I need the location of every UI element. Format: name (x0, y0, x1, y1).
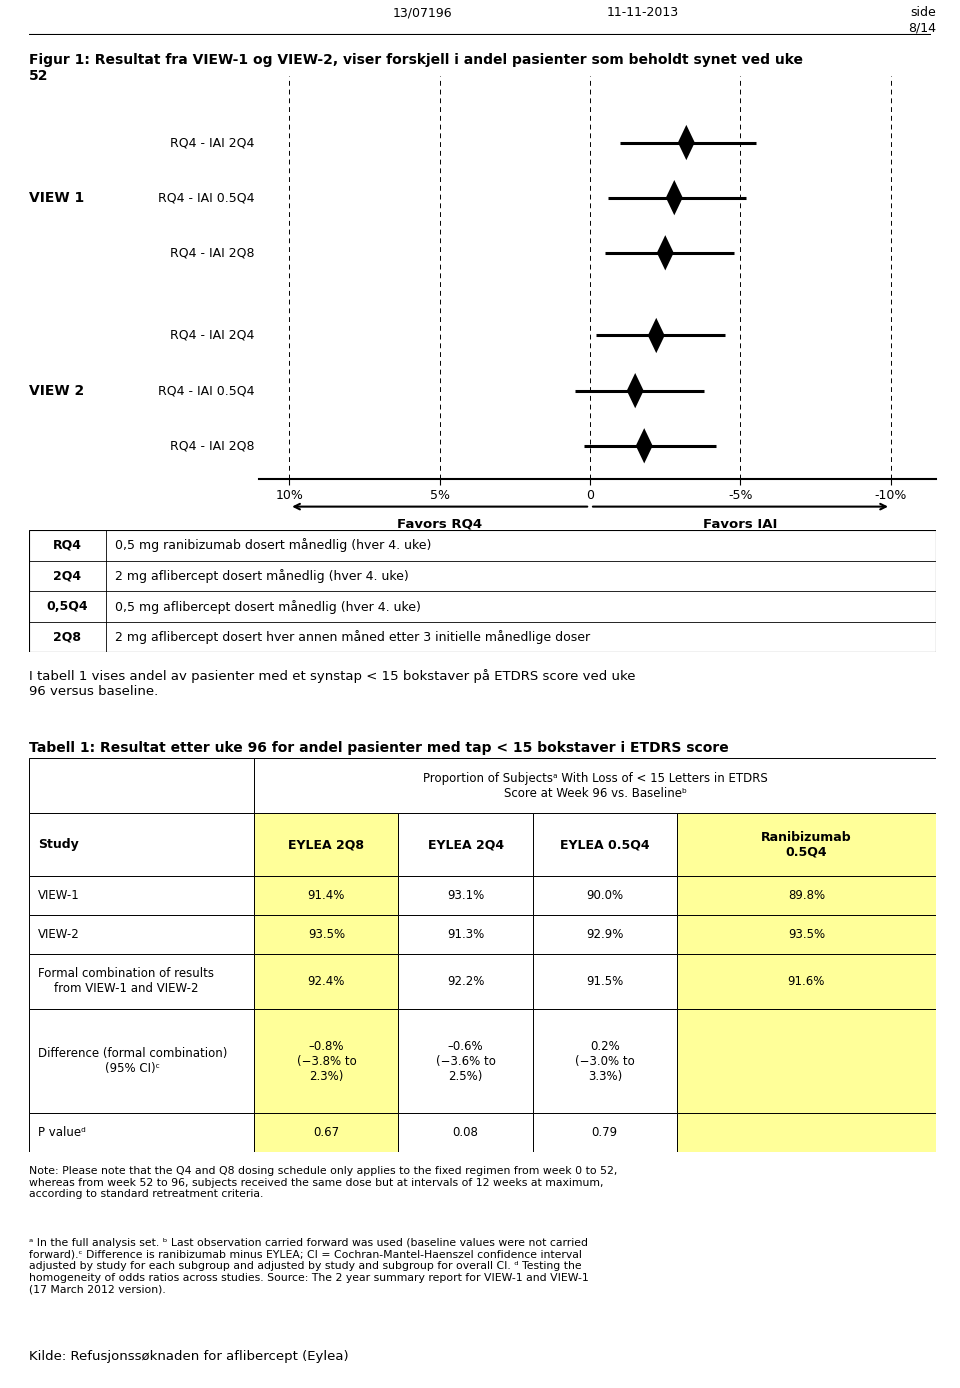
Bar (254, 954, 398, 1009)
Text: –0.6%
(−3.6% to
2.5%): –0.6% (−3.6% to 2.5%) (436, 1040, 495, 1083)
Bar (254, 758, 936, 813)
Text: 92.2%: 92.2% (447, 974, 484, 988)
Bar (398, 1009, 533, 1113)
Text: RQ4 - IAI 2Q8: RQ4 - IAI 2Q8 (170, 439, 254, 452)
Text: ᵃ In the full analysis set. ᵇ Last observation carried forward was used (baselin: ᵃ In the full analysis set. ᵇ Last obser… (29, 1238, 588, 1295)
Text: side
8/14: side 8/14 (908, 6, 936, 35)
Polygon shape (648, 318, 664, 353)
Text: VIEW 1: VIEW 1 (29, 190, 84, 204)
Text: 0.08: 0.08 (453, 1126, 478, 1140)
Text: Tabell 1: Resultat etter uke 96 for andel pasienter med tap < 15 bokstaver i ETD: Tabell 1: Resultat etter uke 96 for ande… (29, 741, 729, 755)
Text: 91.4%: 91.4% (308, 888, 345, 902)
Bar (677, 813, 936, 876)
Bar (533, 876, 677, 915)
Bar (533, 915, 677, 954)
Bar (254, 1009, 398, 1113)
Text: 11-11-2013: 11-11-2013 (607, 6, 680, 19)
Text: RQ4 - IAI 0.5Q4: RQ4 - IAI 0.5Q4 (157, 192, 254, 204)
Text: 93.1%: 93.1% (447, 888, 484, 902)
Text: 91.3%: 91.3% (447, 927, 484, 941)
Bar (398, 915, 533, 954)
Bar (29, 758, 254, 813)
Text: 0,5 mg ranibizumab dosert månedlig (hver 4. uke): 0,5 mg ranibizumab dosert månedlig (hver… (114, 539, 431, 552)
Text: Figur 1: Resultat fra VIEW-1 og VIEW-2, viser forskjell i andel pasienter som be: Figur 1: Resultat fra VIEW-1 og VIEW-2, … (29, 53, 803, 83)
Bar (533, 954, 677, 1009)
Text: 2 mg aflibercept dosert hver annen måned etter 3 initielle månedlige doser: 2 mg aflibercept dosert hver annen måned… (114, 630, 589, 644)
Bar (29, 1113, 254, 1152)
Text: Favors RQ4: Favors RQ4 (397, 518, 482, 530)
Bar (398, 954, 533, 1009)
Bar (677, 1009, 936, 1113)
Text: 89.8%: 89.8% (788, 888, 825, 902)
Bar (254, 813, 398, 876)
Bar (398, 876, 533, 915)
Text: 92.4%: 92.4% (308, 974, 345, 988)
Text: Ranibizumab
0.5Q4: Ranibizumab 0.5Q4 (761, 830, 852, 859)
Text: RQ4 - IAI 2Q4: RQ4 - IAI 2Q4 (170, 136, 254, 149)
Text: Difference (formal combination)
(95% CI)ᶜ: Difference (formal combination) (95% CI)… (37, 1047, 228, 1076)
Text: 91.6%: 91.6% (788, 974, 825, 988)
Text: RQ4 - IAI 2Q4: RQ4 - IAI 2Q4 (170, 329, 254, 341)
Text: 0.2%
(−3.0% to
3.3%): 0.2% (−3.0% to 3.3%) (575, 1040, 635, 1083)
Bar (677, 954, 936, 1009)
Text: 0.79: 0.79 (591, 1126, 618, 1140)
Polygon shape (657, 235, 674, 271)
Text: VIEW-1: VIEW-1 (37, 888, 80, 902)
Bar (29, 954, 254, 1009)
Text: EYLEA 2Q8: EYLEA 2Q8 (288, 838, 365, 851)
Text: 93.5%: 93.5% (788, 927, 825, 941)
Text: Formal combination of results
from VIEW-1 and VIEW-2: Formal combination of results from VIEW-… (37, 967, 214, 995)
Text: 92.9%: 92.9% (587, 927, 623, 941)
Text: 2Q4: 2Q4 (53, 569, 82, 583)
Text: 0,5Q4: 0,5Q4 (46, 600, 88, 613)
Bar (254, 876, 398, 915)
Text: Note: Please note that the Q4 and Q8 dosing schedule only applies to the fixed r: Note: Please note that the Q4 and Q8 dos… (29, 1166, 617, 1199)
Bar (29, 1009, 254, 1113)
Bar (29, 813, 254, 876)
Bar (677, 876, 936, 915)
Text: 90.0%: 90.0% (587, 888, 623, 902)
Text: 0.67: 0.67 (313, 1126, 340, 1140)
Bar (677, 1113, 936, 1152)
Bar (533, 813, 677, 876)
Bar (533, 1113, 677, 1152)
Bar (533, 1009, 677, 1113)
Text: Study: Study (37, 838, 79, 851)
Text: Kilde: Refusjonssøknaden for aflibercept (Eylea): Kilde: Refusjonssøknaden for aflibercept… (29, 1351, 348, 1363)
Bar (254, 1113, 398, 1152)
Bar (677, 915, 936, 954)
Text: P valueᵈ: P valueᵈ (37, 1126, 85, 1140)
Text: 91.5%: 91.5% (587, 974, 623, 988)
Text: 93.5%: 93.5% (308, 927, 345, 941)
Text: VIEW-2: VIEW-2 (37, 927, 80, 941)
Text: 0,5 mg aflibercept dosert månedlig (hver 4. uke): 0,5 mg aflibercept dosert månedlig (hver… (114, 600, 420, 613)
Text: EYLEA 2Q4: EYLEA 2Q4 (427, 838, 504, 851)
Text: I tabell 1 vises andel av pasienter med et synstap < 15 bokstaver på ETDRS score: I tabell 1 vises andel av pasienter med … (29, 669, 636, 698)
Bar (398, 813, 533, 876)
Text: RQ4 - IAI 2Q8: RQ4 - IAI 2Q8 (170, 246, 254, 260)
Polygon shape (627, 373, 643, 408)
Text: Proportion of Subjectsᵃ With Loss of < 15 Letters in ETDRS
Score at Week 96 vs. : Proportion of Subjectsᵃ With Loss of < 1… (422, 772, 768, 799)
Text: 2Q8: 2Q8 (53, 630, 82, 644)
Bar (29, 915, 254, 954)
Text: Favors IAI: Favors IAI (704, 518, 778, 530)
Text: RQ4: RQ4 (53, 539, 82, 552)
Text: RQ4 - IAI 0.5Q4: RQ4 - IAI 0.5Q4 (157, 384, 254, 397)
Bar (29, 876, 254, 915)
Text: –0.8%
(−3.8% to
2.3%): –0.8% (−3.8% to 2.3%) (297, 1040, 356, 1083)
Bar (398, 1113, 533, 1152)
Text: VIEW 2: VIEW 2 (29, 383, 84, 397)
Text: 13/07196: 13/07196 (393, 6, 452, 19)
Polygon shape (666, 180, 683, 215)
Text: EYLEA 0.5Q4: EYLEA 0.5Q4 (560, 838, 650, 851)
Polygon shape (678, 125, 695, 160)
Polygon shape (636, 428, 653, 464)
Text: 2 mg aflibercept dosert månedlig (hver 4. uke): 2 mg aflibercept dosert månedlig (hver 4… (114, 569, 408, 583)
Bar (254, 915, 398, 954)
